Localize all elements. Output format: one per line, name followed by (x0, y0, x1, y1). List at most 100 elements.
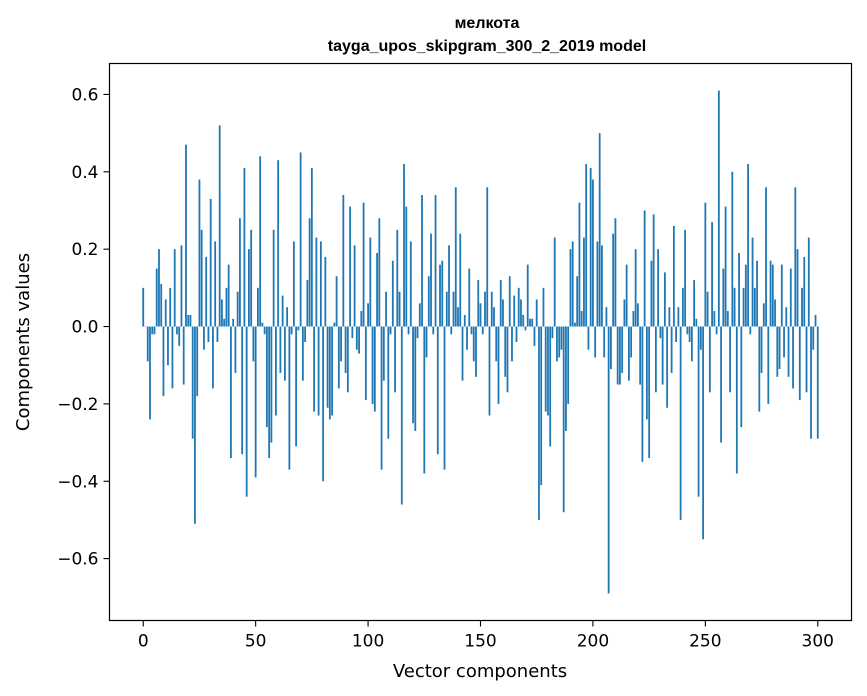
bar-206 (605, 307, 608, 327)
bar-20 (187, 314, 190, 327)
bar-57 (270, 326, 273, 443)
bar-195 (580, 311, 583, 327)
bar-218 (632, 311, 635, 327)
bar-113 (396, 229, 399, 327)
bar-199 (589, 167, 592, 327)
bar-180 (547, 326, 549, 416)
bar-156 (493, 307, 495, 327)
bar-140 (457, 307, 459, 327)
bar-124 (421, 195, 423, 327)
y-tick-label-4: 0.2 (71, 240, 98, 260)
bar-143 (463, 314, 466, 327)
chart-subtitle: tayga_upos_skipgram_300_2_2019 model (328, 38, 646, 55)
bar-274 (758, 326, 761, 412)
bar-183 (553, 237, 556, 327)
bar-142 (461, 326, 464, 381)
y-axis-label: Components values (13, 253, 34, 431)
bar-267 (742, 287, 745, 327)
bar-42 (236, 291, 239, 327)
bar-2 (146, 326, 149, 362)
bar-160 (502, 299, 504, 327)
bar-186 (560, 326, 563, 350)
bar-203 (598, 133, 601, 327)
bar-48 (250, 229, 253, 327)
bar-37 (225, 287, 228, 327)
bar-256 (717, 90, 720, 327)
bar-266 (740, 326, 743, 428)
bar-260 (726, 311, 729, 327)
bar-164 (511, 326, 513, 362)
bar-200 (592, 179, 594, 327)
bar-41 (234, 326, 237, 373)
bar-276 (762, 303, 765, 327)
bar-93 (351, 326, 354, 339)
bar-228 (654, 326, 657, 393)
bar-51 (257, 287, 259, 327)
bar-36 (223, 318, 226, 327)
bar-103 (373, 326, 376, 412)
bar-50 (254, 326, 257, 478)
bar-152 (484, 291, 486, 327)
bar-283 (778, 326, 781, 370)
bar-26 (200, 229, 203, 327)
bar-239 (679, 326, 682, 520)
bar-94 (353, 245, 356, 327)
bar-132 (439, 264, 441, 327)
bar-188 (565, 326, 567, 431)
bar-38 (227, 264, 230, 327)
bar-279 (769, 260, 772, 327)
bar-95 (355, 326, 358, 350)
x-tick-label-6: 300 (802, 632, 834, 652)
bar-194 (578, 202, 581, 327)
bar-166 (515, 326, 518, 342)
bar-135 (445, 291, 448, 327)
bar-223 (643, 210, 646, 327)
bar-6 (155, 268, 158, 327)
bar-111 (391, 260, 394, 327)
bar-82 (326, 326, 329, 408)
bar-177 (540, 326, 543, 486)
bar-224 (645, 326, 648, 420)
bar-33 (216, 326, 219, 342)
bar-115 (400, 326, 403, 505)
bar-249 (702, 326, 704, 540)
bar-272 (753, 287, 756, 327)
bar-151 (481, 326, 484, 335)
bar-29 (207, 326, 210, 342)
bar-170 (524, 326, 527, 331)
bar-191 (571, 241, 574, 327)
bar-13 (171, 326, 174, 389)
bar-251 (706, 291, 709, 327)
bar-198 (587, 326, 590, 350)
bar-16 (178, 326, 181, 346)
bar-168 (520, 299, 522, 327)
bar-130 (434, 195, 437, 327)
bar-217 (630, 326, 633, 358)
bar-262 (731, 171, 734, 327)
bar-47 (248, 249, 250, 327)
bar-204 (601, 245, 603, 327)
bar-197 (585, 164, 588, 327)
bar-70 (299, 152, 302, 327)
bar-35 (221, 299, 223, 327)
bar-40 (232, 318, 235, 327)
bar-247 (697, 326, 700, 497)
x-tick-label-5: 250 (689, 632, 721, 652)
x-axis: 0 50 100 150 200 250 300 (138, 620, 834, 652)
bar-240 (681, 287, 684, 327)
bar-257 (720, 326, 722, 443)
bar-155 (490, 291, 493, 327)
bar-296 (807, 237, 810, 327)
bar-68 (295, 326, 298, 447)
bar-34 (218, 125, 221, 327)
bar-216 (628, 326, 630, 381)
bar-167 (517, 287, 520, 327)
bar-147 (472, 326, 475, 362)
bar-291 (796, 249, 799, 327)
bar-297 (810, 326, 812, 439)
bar-233 (666, 326, 669, 408)
bar-55 (265, 326, 268, 428)
bar-106 (380, 326, 383, 470)
bar-226 (650, 260, 653, 327)
bar-19 (185, 144, 187, 327)
